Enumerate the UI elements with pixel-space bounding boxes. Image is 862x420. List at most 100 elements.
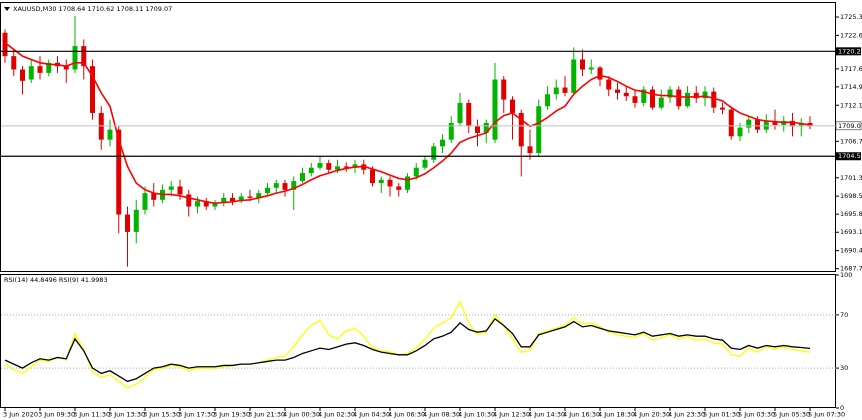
candle-body (247, 196, 253, 198)
candle-body (37, 66, 43, 73)
candle-body (588, 67, 594, 70)
candle-body (440, 139, 445, 147)
candle-body (790, 120, 795, 127)
x-tick-label: 3 Jun 09:30 (38, 411, 75, 419)
candle-body (676, 89, 682, 107)
candle-body (641, 89, 647, 103)
candle-body (265, 187, 270, 194)
candle-body (11, 56, 17, 70)
candle-body (212, 203, 218, 207)
candle-body (282, 183, 288, 190)
candle-body (186, 194, 192, 207)
candle-body (702, 91, 708, 99)
candle-body (527, 146, 533, 154)
candle-body (737, 127, 743, 137)
candle-body (335, 166, 340, 170)
candle-body (2, 32, 8, 57)
candle-body (256, 193, 262, 198)
candle-body (221, 197, 227, 204)
candle-body (90, 66, 95, 113)
candle-body (545, 94, 550, 107)
candle-body (107, 129, 113, 140)
y-tick-label: 1722.60 (840, 31, 862, 39)
y-tick-label: 1698.55 (840, 192, 862, 200)
x-tick-label: 4 Jun 00:30 (283, 411, 320, 419)
x-tick-label: 5 Jun 03:30 (738, 411, 775, 419)
x-tick-label: 4 Jun 16:30 (563, 411, 600, 419)
candle-body (772, 120, 778, 125)
candle-body (422, 159, 428, 168)
candle-body (448, 122, 454, 140)
chart-title: XAUUSD,M30 1708.64 1710.62 1708.11 1709.… (13, 5, 172, 13)
candle-body (693, 92, 699, 99)
x-tick-label: 3 Jun 19:30 (213, 411, 250, 419)
candle-body (492, 79, 498, 140)
rsi-title: RSI(14) 44.8496 RSI(9) 41.9983 (4, 276, 108, 284)
candle-body (142, 193, 148, 210)
x-tick-label: 4 Jun 02:30 (318, 411, 355, 419)
candle-body (317, 163, 323, 168)
price-panel-frame (0, 2, 836, 272)
rsi-panel-frame (0, 274, 836, 408)
candle-body (711, 91, 717, 108)
candle-body (501, 79, 507, 100)
candle-body (580, 59, 585, 70)
candle-body (273, 183, 279, 188)
candle-body (405, 176, 410, 190)
x-tick-label: 4 Jun 18:30 (598, 411, 635, 419)
candle-body (387, 179, 393, 187)
candle-body (177, 186, 183, 195)
candle-body (116, 129, 122, 215)
candle-body (81, 46, 87, 67)
x-tick-label: 3 Jun 11:30 (73, 411, 110, 419)
x-tick-label: 4 Jun 04:30 (353, 411, 390, 419)
candle-body (230, 197, 235, 202)
candle-body (763, 120, 769, 130)
last-price-label: 1709.07 (838, 122, 862, 130)
candle-body (203, 201, 209, 207)
candle-body (308, 167, 314, 174)
rsi-line (4, 300, 811, 389)
y-tick-label: 70 (840, 311, 848, 319)
candle-body (667, 89, 673, 98)
candle-body (343, 166, 349, 168)
candle-body (606, 79, 612, 90)
line-price-label: 1704.52 (838, 152, 862, 160)
candle-body (658, 97, 664, 108)
candle-body (238, 196, 244, 202)
y-tick-label: 0 (840, 404, 844, 412)
y-tick-label: 30 (840, 364, 848, 372)
y-tick-label: 1717.60 (840, 65, 862, 73)
candle-body (133, 209, 139, 232)
candle-body (755, 119, 760, 130)
line-price-label: 1720.22 (838, 47, 862, 55)
candle-body (483, 122, 489, 133)
candle-body (798, 122, 804, 127)
rsi-line (4, 317, 811, 383)
candle-body (728, 109, 734, 137)
x-tick-label: 3 Jun 15:30 (143, 411, 180, 419)
candle-body (396, 186, 402, 190)
candle-body (151, 193, 157, 200)
candle-body (352, 164, 358, 168)
x-tick-label: 5 Jun 05:30 (773, 411, 810, 419)
candle-body (457, 102, 463, 123)
moving-average-line (4, 42, 811, 204)
candle-body (63, 66, 69, 70)
candle-body (615, 89, 620, 93)
y-tick-label: 1712.15 (840, 101, 862, 109)
candle-body (378, 179, 384, 184)
candle-body (72, 46, 78, 70)
x-tick-label: 5 Jun 01:30 (703, 411, 740, 419)
candle-body (413, 167, 419, 177)
x-tick-label: 5 Jun 07:30 (808, 411, 845, 419)
x-tick-label: 3 Jun 17:30 (178, 411, 215, 419)
candle-body (553, 87, 559, 95)
y-tick-label: 1695.85 (840, 210, 862, 218)
candle-body (571, 59, 577, 93)
candle-body (125, 214, 130, 232)
symbol-arrow (4, 7, 10, 11)
y-tick-label: 100 (840, 271, 852, 279)
candle-body (623, 92, 629, 97)
